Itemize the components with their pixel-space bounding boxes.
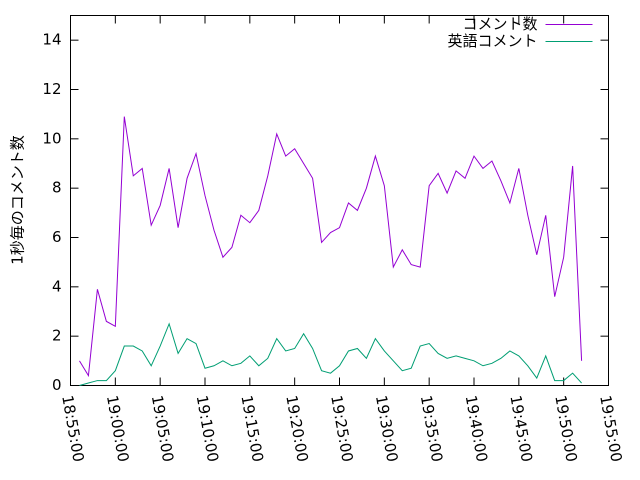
y-tick-label: 0 xyxy=(52,376,62,394)
x-tick-label: 19:15:00 xyxy=(237,394,266,463)
x-tick-label: 19:05:00 xyxy=(148,394,177,463)
data-line xyxy=(79,322,582,386)
x-tick-label: 19:00:00 xyxy=(103,394,132,463)
plot-border xyxy=(70,15,609,386)
y-tick-label: 6 xyxy=(52,228,62,246)
legend-label: コメント数 xyxy=(462,15,537,33)
x-tick-label: 19:30:00 xyxy=(372,394,401,463)
y-tick-label: 10 xyxy=(42,129,61,147)
x-tick-label: 19:35:00 xyxy=(417,394,446,463)
x-tick-label: 19:40:00 xyxy=(462,394,491,463)
legend-label: 英語コメント xyxy=(447,32,537,50)
y-tick-label: 12 xyxy=(42,80,61,98)
x-tick-label: 19:25:00 xyxy=(327,394,356,463)
x-tick-label: 19:50:00 xyxy=(551,394,580,463)
x-tick-label: 19:10:00 xyxy=(193,394,222,463)
x-tick-label: 19:20:00 xyxy=(282,394,311,463)
x-tick-label: 18:55:00 xyxy=(58,394,87,463)
y-axis-label: 1秒毎のコメント数 xyxy=(9,135,27,265)
y-tick-label: 2 xyxy=(52,327,62,345)
x-tick-label: 19:55:00 xyxy=(596,394,625,463)
x-tick-label: 19:45:00 xyxy=(506,394,535,463)
y-tick-label: 14 xyxy=(42,31,61,49)
data-line xyxy=(79,116,583,378)
y-tick-label: 8 xyxy=(52,179,62,197)
y-tick-label: 4 xyxy=(52,277,62,295)
